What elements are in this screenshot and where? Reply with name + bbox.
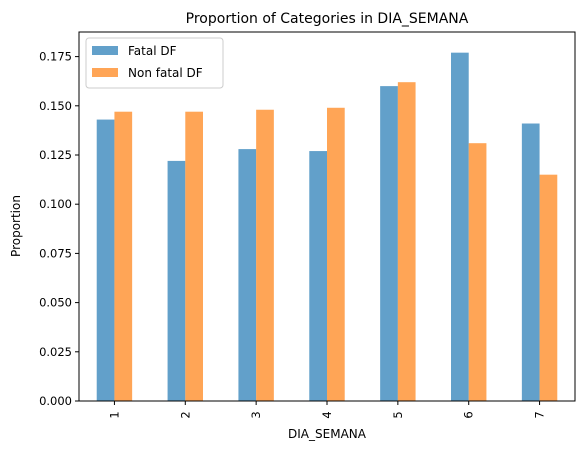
y-axis-label: Proportion [9,195,23,257]
plot-frame [78,31,576,402]
y-tick-label: 0.175 [39,50,72,64]
legend-label-fatal: Fatal DF [128,44,177,58]
bar-non-fatal-7 [539,174,558,401]
plot-area: 0.000 0.025 0.050 0.075 0.100 0.125 0.150 0.175… [39,31,576,419]
x-tick-label: 1 [107,411,121,418]
x-tick-label: 5 [391,411,405,418]
y-tick-label: 0.150 [39,99,72,113]
bar-non-fatal-2 [185,111,203,401]
bar-non-fatal-6 [468,143,487,401]
bar-non-fatal-4 [327,107,345,401]
x-tick-label: 6 [462,411,476,418]
bar-fatal-7 [521,123,540,402]
legend-label-non-fatal: Non fatal DF [128,66,203,80]
x-tick-label: 4 [320,411,334,418]
bar-fatal-4 [309,151,327,401]
bar-fatal-6 [451,52,469,401]
chart-title: Proportion of Categories in DIA_SEMANA [186,11,469,27]
legend-swatch-non-fatal [92,68,118,77]
y-tick-label: 0.100 [39,197,72,211]
bar-fatal-5 [380,86,398,402]
legend: Fatal DF Non fatal DF [85,37,224,89]
x-tick-label: 7 [533,411,547,418]
x-axis-label: DIA_SEMANA [288,427,367,441]
legend-box [85,37,224,89]
bar-fatal-2 [167,160,186,401]
y-tick-label: 0.075 [39,246,72,260]
bar-non-fatal-5 [397,82,416,402]
y-tick-label: 0.025 [39,345,72,359]
y-tick-label: 0.125 [39,148,72,162]
bar-non-fatal-1 [114,111,133,401]
bar-fatal-1 [96,119,115,402]
x-tick-label: 2 [178,411,192,418]
y-tick-label: 0.000 [39,394,72,408]
bar-non-fatal-3 [256,109,274,402]
y-tick-label: 0.050 [39,296,72,310]
bar-fatal-3 [238,149,257,401]
legend-swatch-fatal [92,46,118,55]
x-tick-label: 3 [249,411,263,418]
